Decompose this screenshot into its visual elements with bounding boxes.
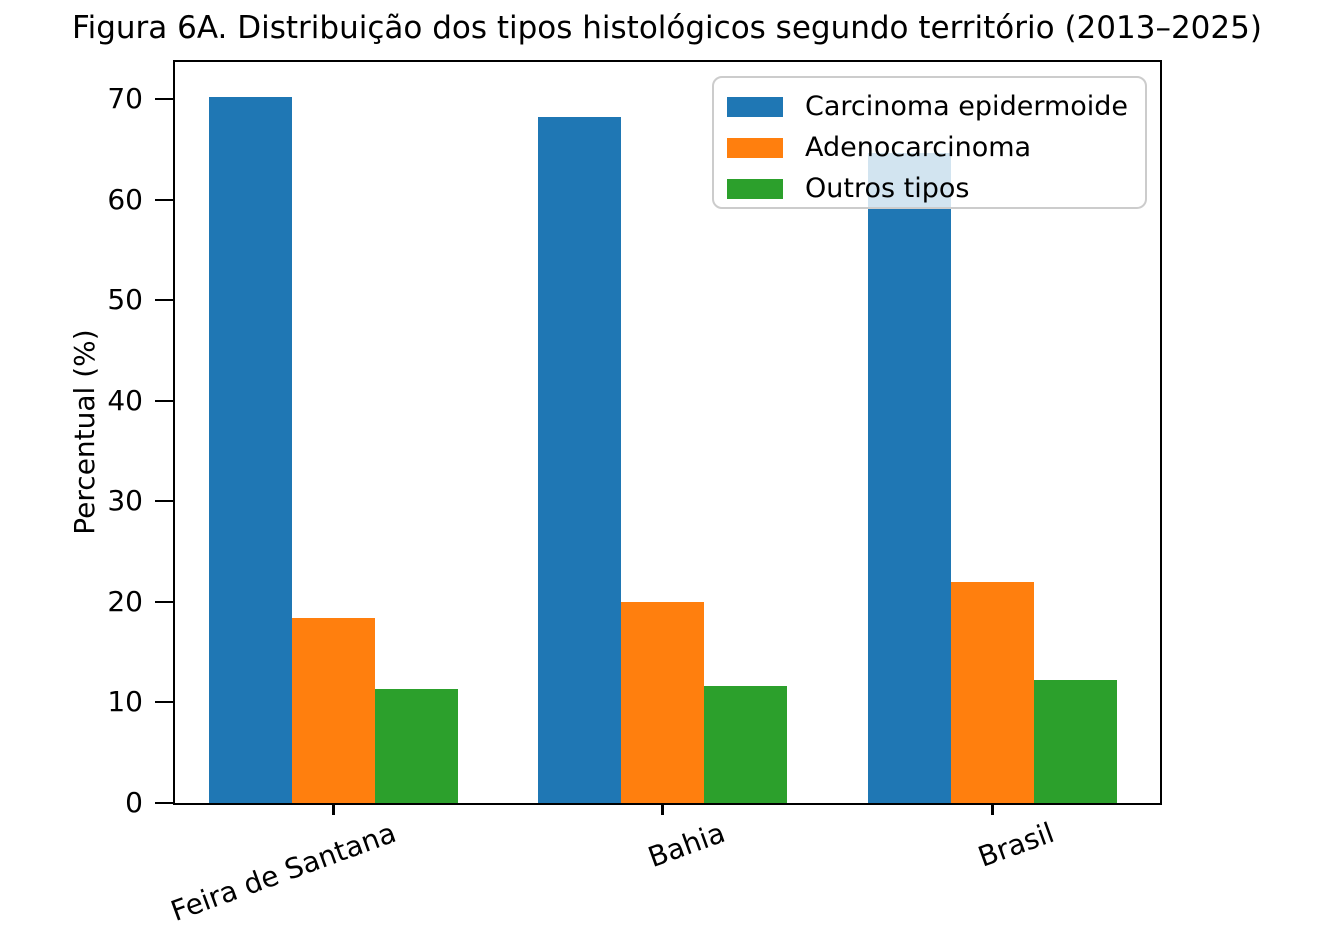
y-tick-mark-20 xyxy=(155,600,175,603)
bar-outros-tipos-brasil xyxy=(1033,680,1117,803)
bar-carcinoma-epidermoide-brasil xyxy=(867,153,951,803)
legend-label-carcinoma-epidermoide: Carcinoma epidermoide xyxy=(805,91,1129,122)
x-tick-label-feira-de-santana: Feira de Santana xyxy=(165,816,400,928)
bar-adenocarcinoma-bahia xyxy=(621,601,705,803)
chart-title: Figura 6A. Distribuição dos tipos histol… xyxy=(72,10,1262,46)
x-tick-mark-brasil xyxy=(990,805,994,815)
bar-adenocarcinoma-brasil xyxy=(950,581,1034,803)
y-tick-mark-10 xyxy=(155,701,175,704)
y-tick-mark-0 xyxy=(155,802,175,804)
bar-outros-tipos-bahia xyxy=(704,686,788,803)
bar-outros-tipos-feira-de-santana xyxy=(375,689,458,803)
y-tick-label-10: 10 xyxy=(107,685,143,719)
y-tick-label-20: 20 xyxy=(107,584,143,618)
plot-area xyxy=(175,62,1160,803)
x-tick-mark-feira-de-santana xyxy=(332,805,335,815)
bar-carcinoma-epidermoide-bahia xyxy=(538,117,622,803)
legend-swatch-carcinoma-epidermoide xyxy=(727,96,783,117)
legend-swatch-adenocarcinoma xyxy=(727,137,783,158)
y-tick-label-0: 0 xyxy=(125,786,143,819)
x-tick-mark-bahia xyxy=(661,805,665,815)
y-tick-mark-70 xyxy=(155,98,175,101)
legend-item-outros-tipos: Outros tipos xyxy=(714,168,1145,209)
y-tick-label-30: 30 xyxy=(107,484,143,518)
y-tick-label-60: 60 xyxy=(107,182,143,216)
y-tick-mark-40 xyxy=(155,399,175,402)
legend-label-adenocarcinoma: Adenocarcinoma xyxy=(805,132,1032,163)
y-tick-label-70: 70 xyxy=(107,82,143,116)
legend-item-carcinoma-epidermoide: Carcinoma epidermoide xyxy=(714,86,1145,127)
bar-adenocarcinoma-feira-de-santana xyxy=(292,618,375,803)
y-tick-mark-50 xyxy=(155,299,175,302)
y-tick-label-40: 40 xyxy=(107,383,143,417)
legend-label-outros-tipos: Outros tipos xyxy=(805,173,970,204)
legend-item-adenocarcinoma: Adenocarcinoma xyxy=(714,127,1145,168)
bar-carcinoma-epidermoide-feira-de-santana xyxy=(209,97,292,803)
y-tick-mark-60 xyxy=(155,198,175,201)
y-tick-label-50: 50 xyxy=(107,283,143,317)
legend: Carcinoma epidermoide Adenocarcinoma Outro… xyxy=(712,76,1147,209)
y-tick-mark-30 xyxy=(155,500,175,503)
legend-swatch-outros-tipos xyxy=(727,178,783,199)
